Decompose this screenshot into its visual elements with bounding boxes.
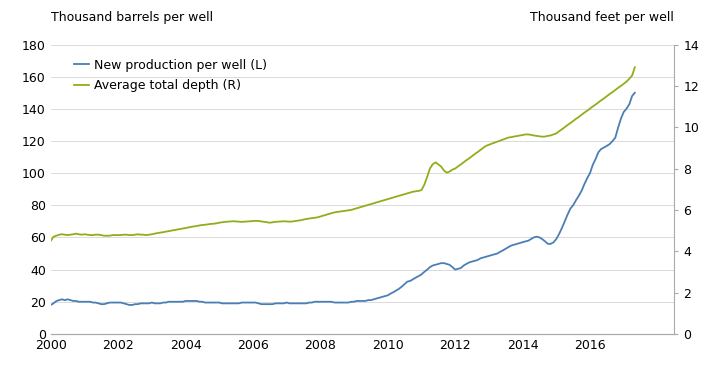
Legend: New production per well (L), Average total depth (R): New production per well (L), Average tot… — [70, 54, 273, 97]
New production per well (L) — [46, 303, 55, 307]
Line: New production per well (L): New production per well (L) — [51, 93, 635, 305]
New production per well (L) — [521, 239, 530, 244]
New production per well (L) — [254, 301, 263, 306]
Average total depth (R) — [63, 233, 72, 237]
Average total depth (R) — [448, 167, 457, 172]
Average total depth (R) — [170, 228, 179, 232]
Average total depth (R) — [631, 65, 639, 69]
New production per well (L) — [448, 265, 457, 269]
Average total depth (R) — [254, 219, 263, 223]
Line: Average total depth (R): Average total depth (R) — [51, 67, 635, 241]
Average total depth (R) — [46, 239, 55, 243]
Text: Thousand barrels per well: Thousand barrels per well — [51, 11, 213, 24]
New production per well (L) — [170, 299, 179, 304]
New production per well (L) — [63, 297, 72, 302]
Text: Thousand feet per well: Thousand feet per well — [531, 11, 674, 24]
New production per well (L) — [631, 91, 639, 95]
New production per well (L) — [462, 262, 471, 266]
Average total depth (R) — [521, 132, 530, 137]
Average total depth (R) — [462, 158, 471, 162]
